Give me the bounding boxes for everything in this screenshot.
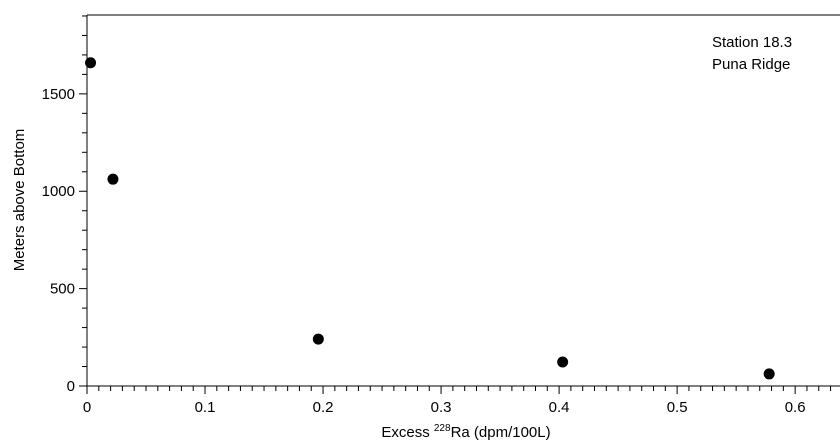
x-tick-label: 0.5 <box>667 399 688 416</box>
x-tick-label: 0.3 <box>431 399 452 416</box>
annotation: Puna Ridge <box>712 56 790 73</box>
point <box>557 356 569 368</box>
x-label-sup: 228 <box>434 423 451 434</box>
point <box>763 368 775 380</box>
point <box>85 57 97 69</box>
x-label-text: Excess <box>381 424 434 441</box>
x-tick-label: 0.4 <box>549 399 570 416</box>
x-axis-label: Excess 228Ra (dpm/100L) <box>381 423 550 441</box>
x-tick-label: 0.2 <box>313 399 334 416</box>
point <box>107 173 119 185</box>
annotation: Station 18.3 <box>712 34 792 51</box>
y-axis-label: Meters above Bottom <box>11 129 28 272</box>
y-tick-label: 0 <box>67 378 75 395</box>
point <box>312 333 324 345</box>
y-tick-label: 1000 <box>42 183 75 200</box>
x-tick-label: 0 <box>83 399 91 416</box>
x-tick-label: 0.6 <box>785 399 806 416</box>
x-label-rest: Ra (dpm/100L) <box>451 424 551 441</box>
x-tick-label: 0.1 <box>195 399 216 416</box>
y-tick-label: 1500 <box>42 86 75 103</box>
y-tick-label: 500 <box>50 281 75 298</box>
